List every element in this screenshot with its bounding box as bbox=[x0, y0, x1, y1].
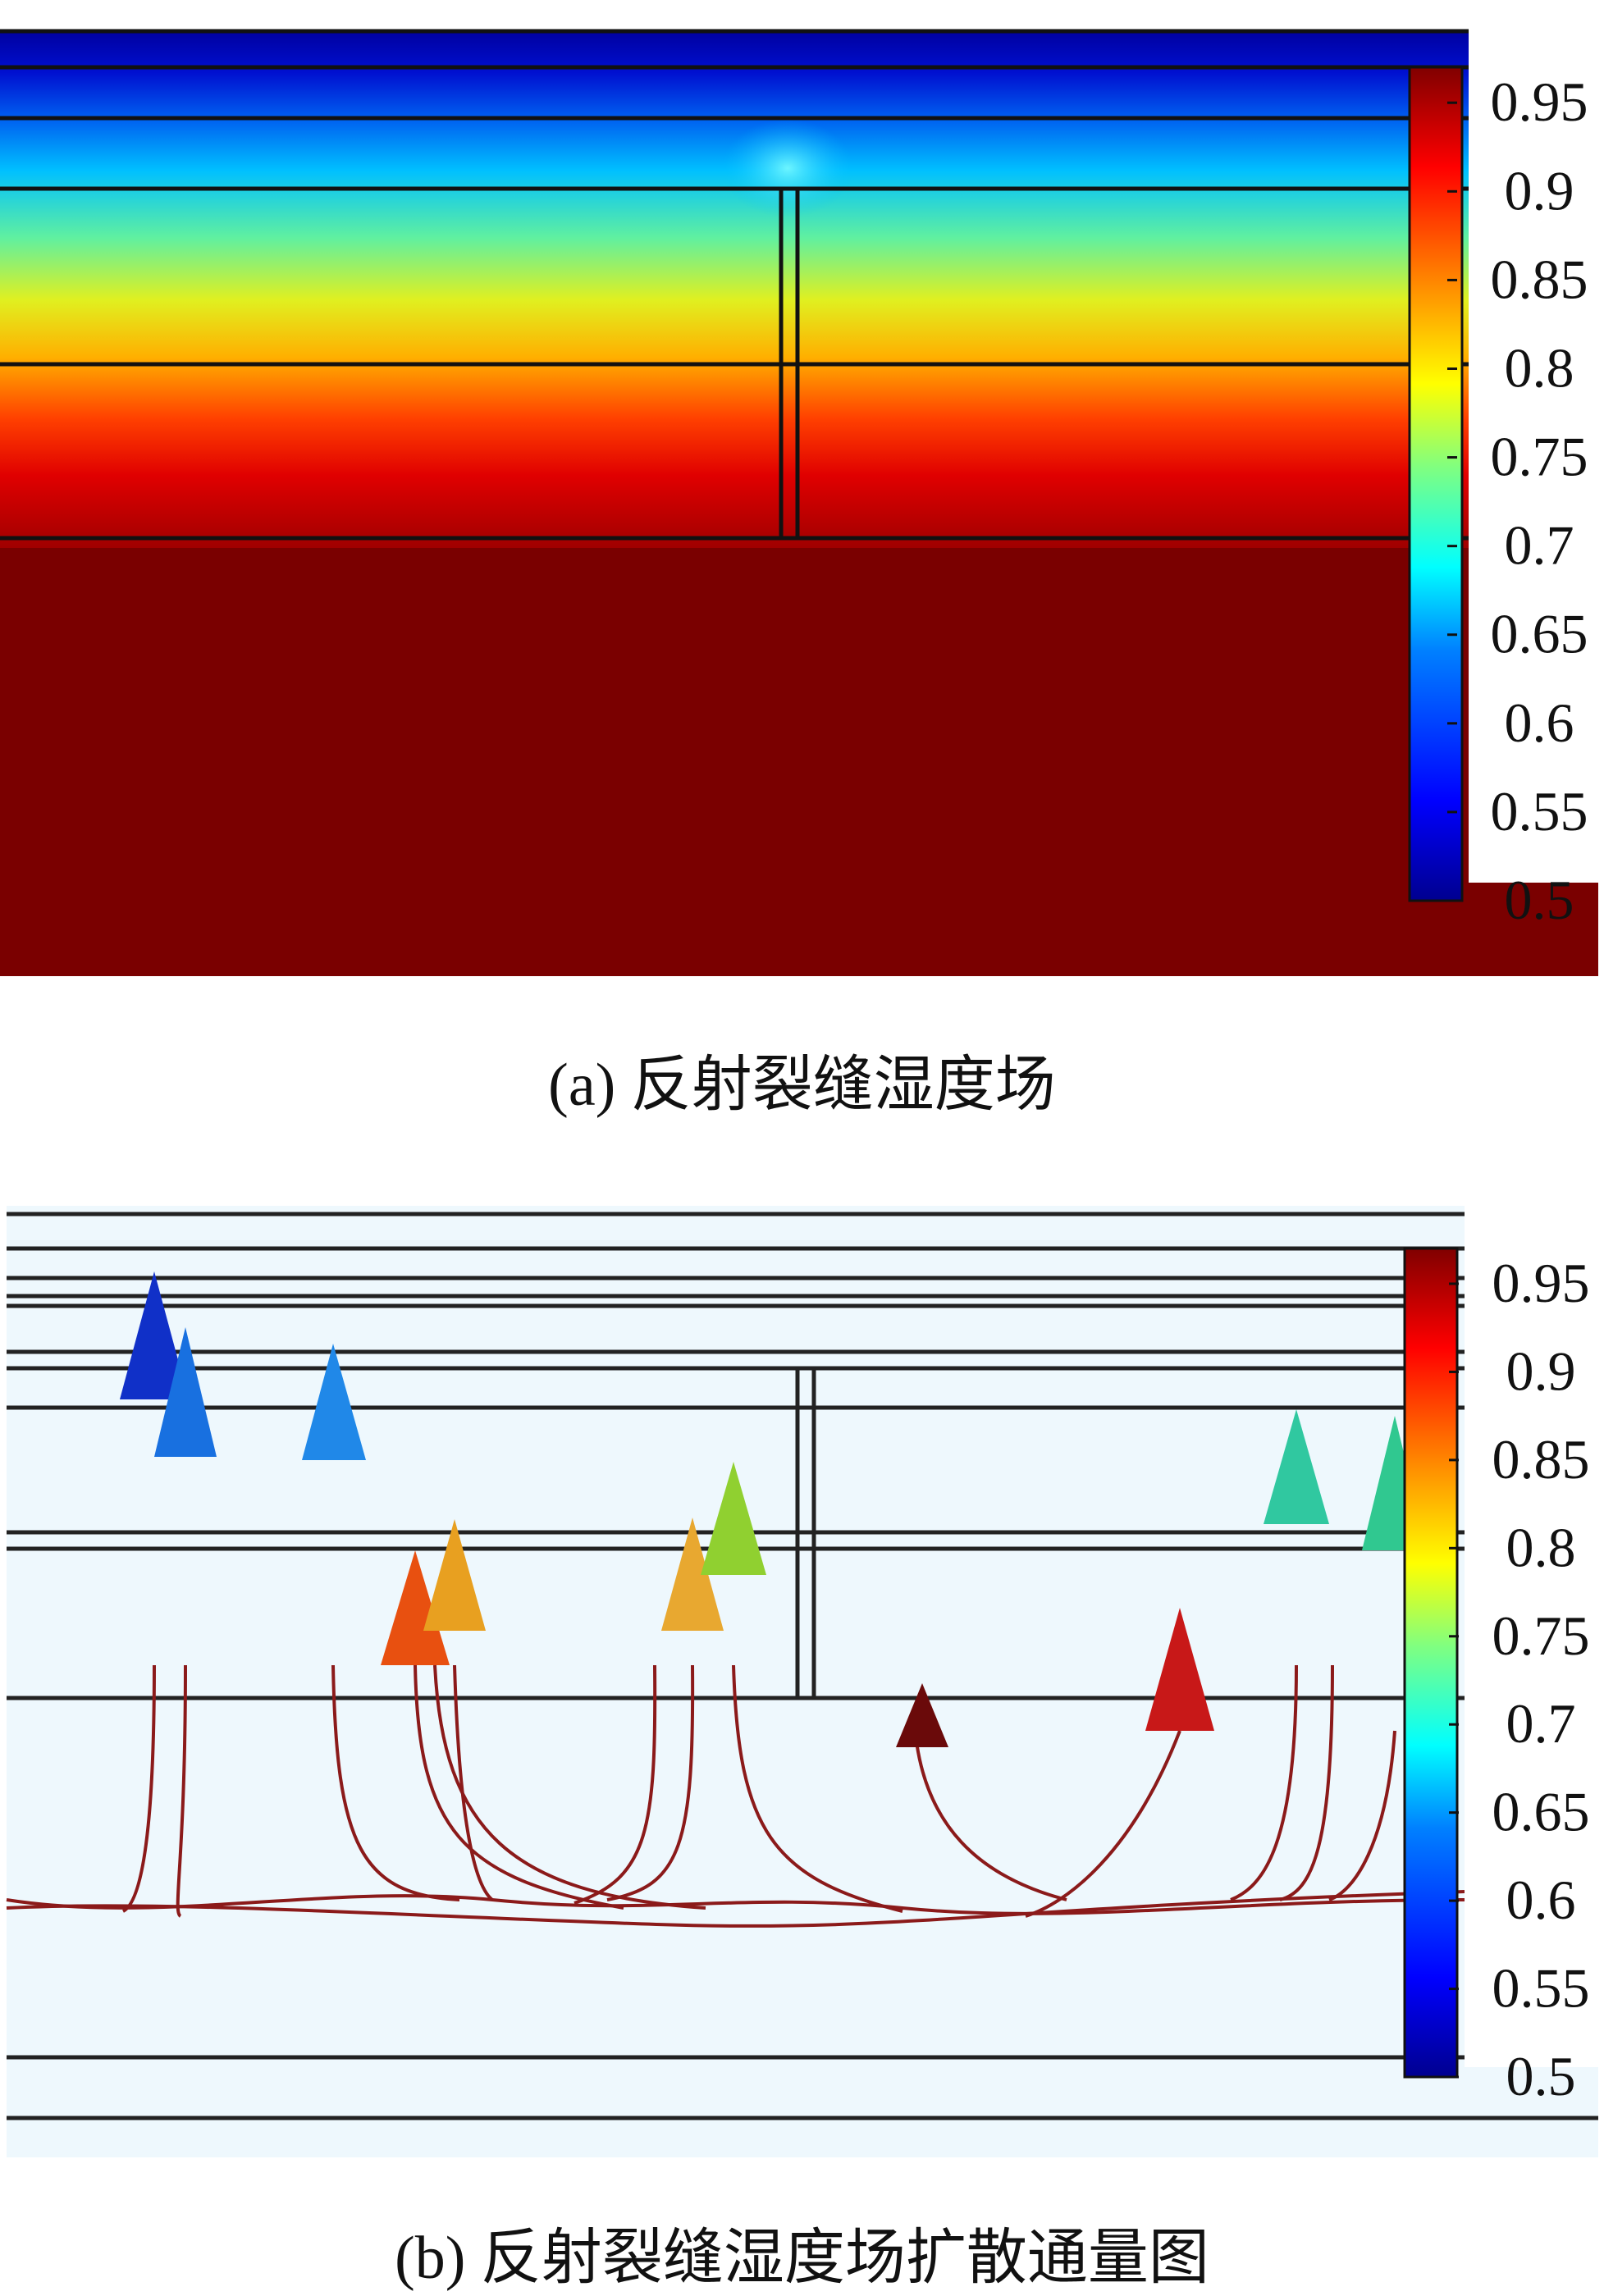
colorbar-tick-label: 0.65 bbox=[1492, 1781, 1590, 1843]
upper-layers bbox=[0, 31, 1469, 548]
colorbar-tick-label: 0.9 bbox=[1506, 1340, 1576, 1402]
flux-cone bbox=[423, 1519, 486, 1631]
crack-top-glow bbox=[722, 119, 853, 217]
colorbar-label-area bbox=[1465, 1206, 1604, 2067]
colorbar-tick-label: 0.55 bbox=[1491, 780, 1588, 842]
colorbar bbox=[1403, 1247, 1459, 2079]
colorbar-tick-label: 0.75 bbox=[1491, 426, 1588, 488]
reflective-crack bbox=[779, 186, 800, 541]
colorbar-tick-label: 0.7 bbox=[1505, 514, 1574, 577]
colorbar-tick-label: 0.6 bbox=[1506, 1869, 1576, 1931]
colorbar-tick-label: 0.95 bbox=[1491, 71, 1588, 133]
flux-cone bbox=[1264, 1409, 1329, 1524]
colorbar-tick-label: 0.5 bbox=[1506, 2045, 1576, 2107]
flux-streamlines bbox=[6, 1664, 1465, 1928]
colorbar-tick-label: 0.75 bbox=[1492, 1604, 1590, 1667]
flux-cone bbox=[896, 1683, 948, 1747]
diffusion-flux-panel: 0.95 0.9 0.85 0.8 0.75 0.7 0.65 0.6 0.55 0.5 bbox=[0, 1206, 1604, 2166]
colorbar-tick-label: 0.9 bbox=[1505, 159, 1574, 221]
reflective-crack bbox=[795, 1366, 816, 1700]
colorbar-tick-labels: 0.95 0.9 0.85 0.8 0.75 0.7 0.65 0.6 0.55 0.5 bbox=[1447, 71, 1588, 931]
flux-cone bbox=[381, 1550, 450, 1665]
colorbar-tick-label: 0.85 bbox=[1491, 248, 1588, 310]
colorbar-tick-label: 0.5 bbox=[1505, 869, 1574, 931]
colorbar-tick-label: 0.55 bbox=[1492, 1957, 1590, 2020]
colorbar-tick-label: 0.95 bbox=[1492, 1252, 1590, 1314]
colorbar-tick-label: 0.8 bbox=[1505, 336, 1574, 399]
colorbar-tick-label: 0.6 bbox=[1505, 692, 1574, 754]
colorbar-tick-label: 0.7 bbox=[1506, 1692, 1576, 1755]
flux-cone bbox=[661, 1518, 724, 1631]
flux-cone bbox=[120, 1271, 189, 1399]
colorbar-tick-label: 0.65 bbox=[1491, 603, 1588, 665]
colorbar bbox=[1408, 66, 1464, 902]
humidity-field-panel: 0.95 0.9 0.85 0.8 0.75 0.7 0.65 0.6 0.55 0.5 bbox=[0, 25, 1604, 976]
flux-background bbox=[7, 1206, 1598, 2157]
flux-cone bbox=[701, 1462, 766, 1575]
colorbar-tick-labels: 0.95 0.9 0.85 0.8 0.75 0.7 0.65 0.6 0.55 0.5 bbox=[1449, 1252, 1590, 2107]
colorbar-label-area bbox=[1469, 25, 1604, 883]
caption-b: (b) 反射裂缝湿度场扩散通量图 bbox=[395, 2225, 1209, 2292]
flux-cone bbox=[154, 1327, 217, 1457]
caption-a: (a) 反射裂缝湿度场 bbox=[548, 1052, 1056, 1119]
base-layer bbox=[0, 548, 1598, 976]
humidity-field-figure: 0.95 0.9 0.85 0.8 0.75 0.7 0.65 0.6 0.55 0.5 bbox=[0, 25, 1604, 976]
colorbar-tick-label: 0.8 bbox=[1506, 1516, 1576, 1578]
flux-cone bbox=[1145, 1608, 1214, 1731]
colorbar-tick-label: 0.85 bbox=[1492, 1428, 1590, 1490]
flux-cones bbox=[120, 1271, 1428, 1747]
flux-cone bbox=[302, 1344, 366, 1460]
diffusion-flux-figure: 0.95 0.9 0.85 0.8 0.75 0.7 0.65 0.6 0.55 0.5 bbox=[6, 1206, 1604, 2157]
